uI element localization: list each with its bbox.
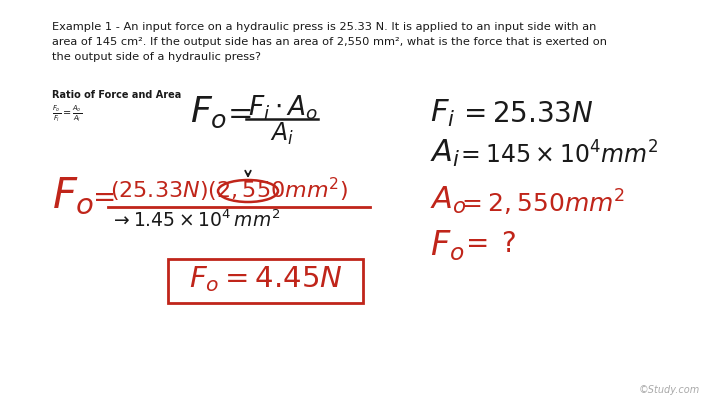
- Text: area of 145 cm². If the output side has an area of 2,550 mm², what is the force : area of 145 cm². If the output side has …: [52, 37, 607, 47]
- Text: $A_i$: $A_i$: [270, 121, 294, 147]
- Text: $F_i \cdot A_o$: $F_i \cdot A_o$: [248, 94, 318, 122]
- Bar: [168, 259, 363, 303]
- Text: $F_o$: $F_o$: [430, 227, 465, 262]
- Text: $A_o$: $A_o$: [430, 184, 467, 216]
- Text: ©Study.com: ©Study.com: [638, 384, 700, 394]
- Text: $=145\times10^4mm^2$: $=145\times10^4mm^2$: [456, 141, 659, 168]
- Text: =: =: [93, 184, 117, 211]
- Text: the output side of a hydraulic press?: the output side of a hydraulic press?: [52, 52, 261, 62]
- Text: $\rightarrow 1.45\times10^4\,mm^2$: $\rightarrow 1.45\times10^4\,mm^2$: [110, 209, 280, 231]
- Text: $\frac{F_o}{F_i} = \frac{A_o}{A_i}$: $\frac{F_o}{F_i} = \frac{A_o}{A_i}$: [52, 103, 82, 124]
- Text: $=2,550mm^2$: $=2,550mm^2$: [457, 188, 626, 218]
- Text: $F_i$: $F_i$: [430, 98, 455, 129]
- Text: Example 1 - An input force on a hydraulic press is 25.33 N. It is applied to an : Example 1 - An input force on a hydrauli…: [52, 22, 596, 32]
- Text: $=\;?$: $=\;?$: [460, 231, 516, 257]
- Text: Ratio of Force and Area: Ratio of Force and Area: [52, 90, 181, 100]
- Text: $F_o$: $F_o$: [190, 95, 227, 130]
- Text: $F_o$: $F_o$: [52, 174, 94, 217]
- Text: $=25.33N$: $=25.33N$: [458, 101, 593, 128]
- Text: $A_i$: $A_i$: [430, 138, 460, 169]
- Text: =: =: [228, 100, 254, 131]
- Text: $(25.33N)(2,550mm^2)$: $(25.33N)(2,550mm^2)$: [110, 176, 348, 204]
- Text: $F_o = 4.45N$: $F_o = 4.45N$: [189, 263, 342, 293]
